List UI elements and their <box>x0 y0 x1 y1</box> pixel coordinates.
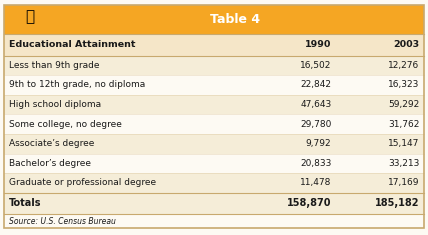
Text: Associate’s degree: Associate’s degree <box>9 139 94 148</box>
Text: Graduate or professional degree: Graduate or professional degree <box>9 178 156 187</box>
Text: 33,213: 33,213 <box>388 159 419 168</box>
Text: Less than 9th grade: Less than 9th grade <box>9 61 99 70</box>
Text: 15,147: 15,147 <box>388 139 419 148</box>
Text: 12,276: 12,276 <box>388 61 419 70</box>
Text: Educational Attainment: Educational Attainment <box>9 40 135 49</box>
Bar <box>4 214 424 228</box>
Bar <box>4 193 424 214</box>
Text: Totals: Totals <box>9 199 41 208</box>
Text: 158,870: 158,870 <box>287 199 331 208</box>
Text: 1990: 1990 <box>305 40 331 49</box>
Bar <box>4 34 424 56</box>
Text: 16,323: 16,323 <box>388 81 419 90</box>
Text: 9th to 12th grade, no diploma: 9th to 12th grade, no diploma <box>9 81 145 90</box>
Text: Bachelor’s degree: Bachelor’s degree <box>9 159 91 168</box>
Text: 17,169: 17,169 <box>388 178 419 187</box>
Bar <box>4 134 424 153</box>
Text: 185,182: 185,182 <box>375 199 419 208</box>
Text: 47,643: 47,643 <box>300 100 331 109</box>
Text: Some college, no degree: Some college, no degree <box>9 120 122 129</box>
Bar <box>4 95 424 114</box>
Text: 16,502: 16,502 <box>300 61 331 70</box>
Text: 2003: 2003 <box>393 40 419 49</box>
Text: Table 4: Table 4 <box>210 13 260 26</box>
Text: 🎓: 🎓 <box>25 10 35 24</box>
Bar <box>4 75 424 95</box>
Bar <box>4 114 424 134</box>
Bar <box>4 56 424 75</box>
Bar <box>4 5 424 34</box>
Bar <box>4 153 424 173</box>
Text: 31,762: 31,762 <box>388 120 419 129</box>
Text: Source: U.S. Census Bureau: Source: U.S. Census Bureau <box>9 217 116 226</box>
Bar <box>4 173 424 193</box>
Text: High school diploma: High school diploma <box>9 100 101 109</box>
Text: 22,842: 22,842 <box>300 81 331 90</box>
Text: 29,780: 29,780 <box>300 120 331 129</box>
Text: 20,833: 20,833 <box>300 159 331 168</box>
Text: 59,292: 59,292 <box>388 100 419 109</box>
Text: 9,792: 9,792 <box>306 139 331 148</box>
Text: 11,478: 11,478 <box>300 178 331 187</box>
